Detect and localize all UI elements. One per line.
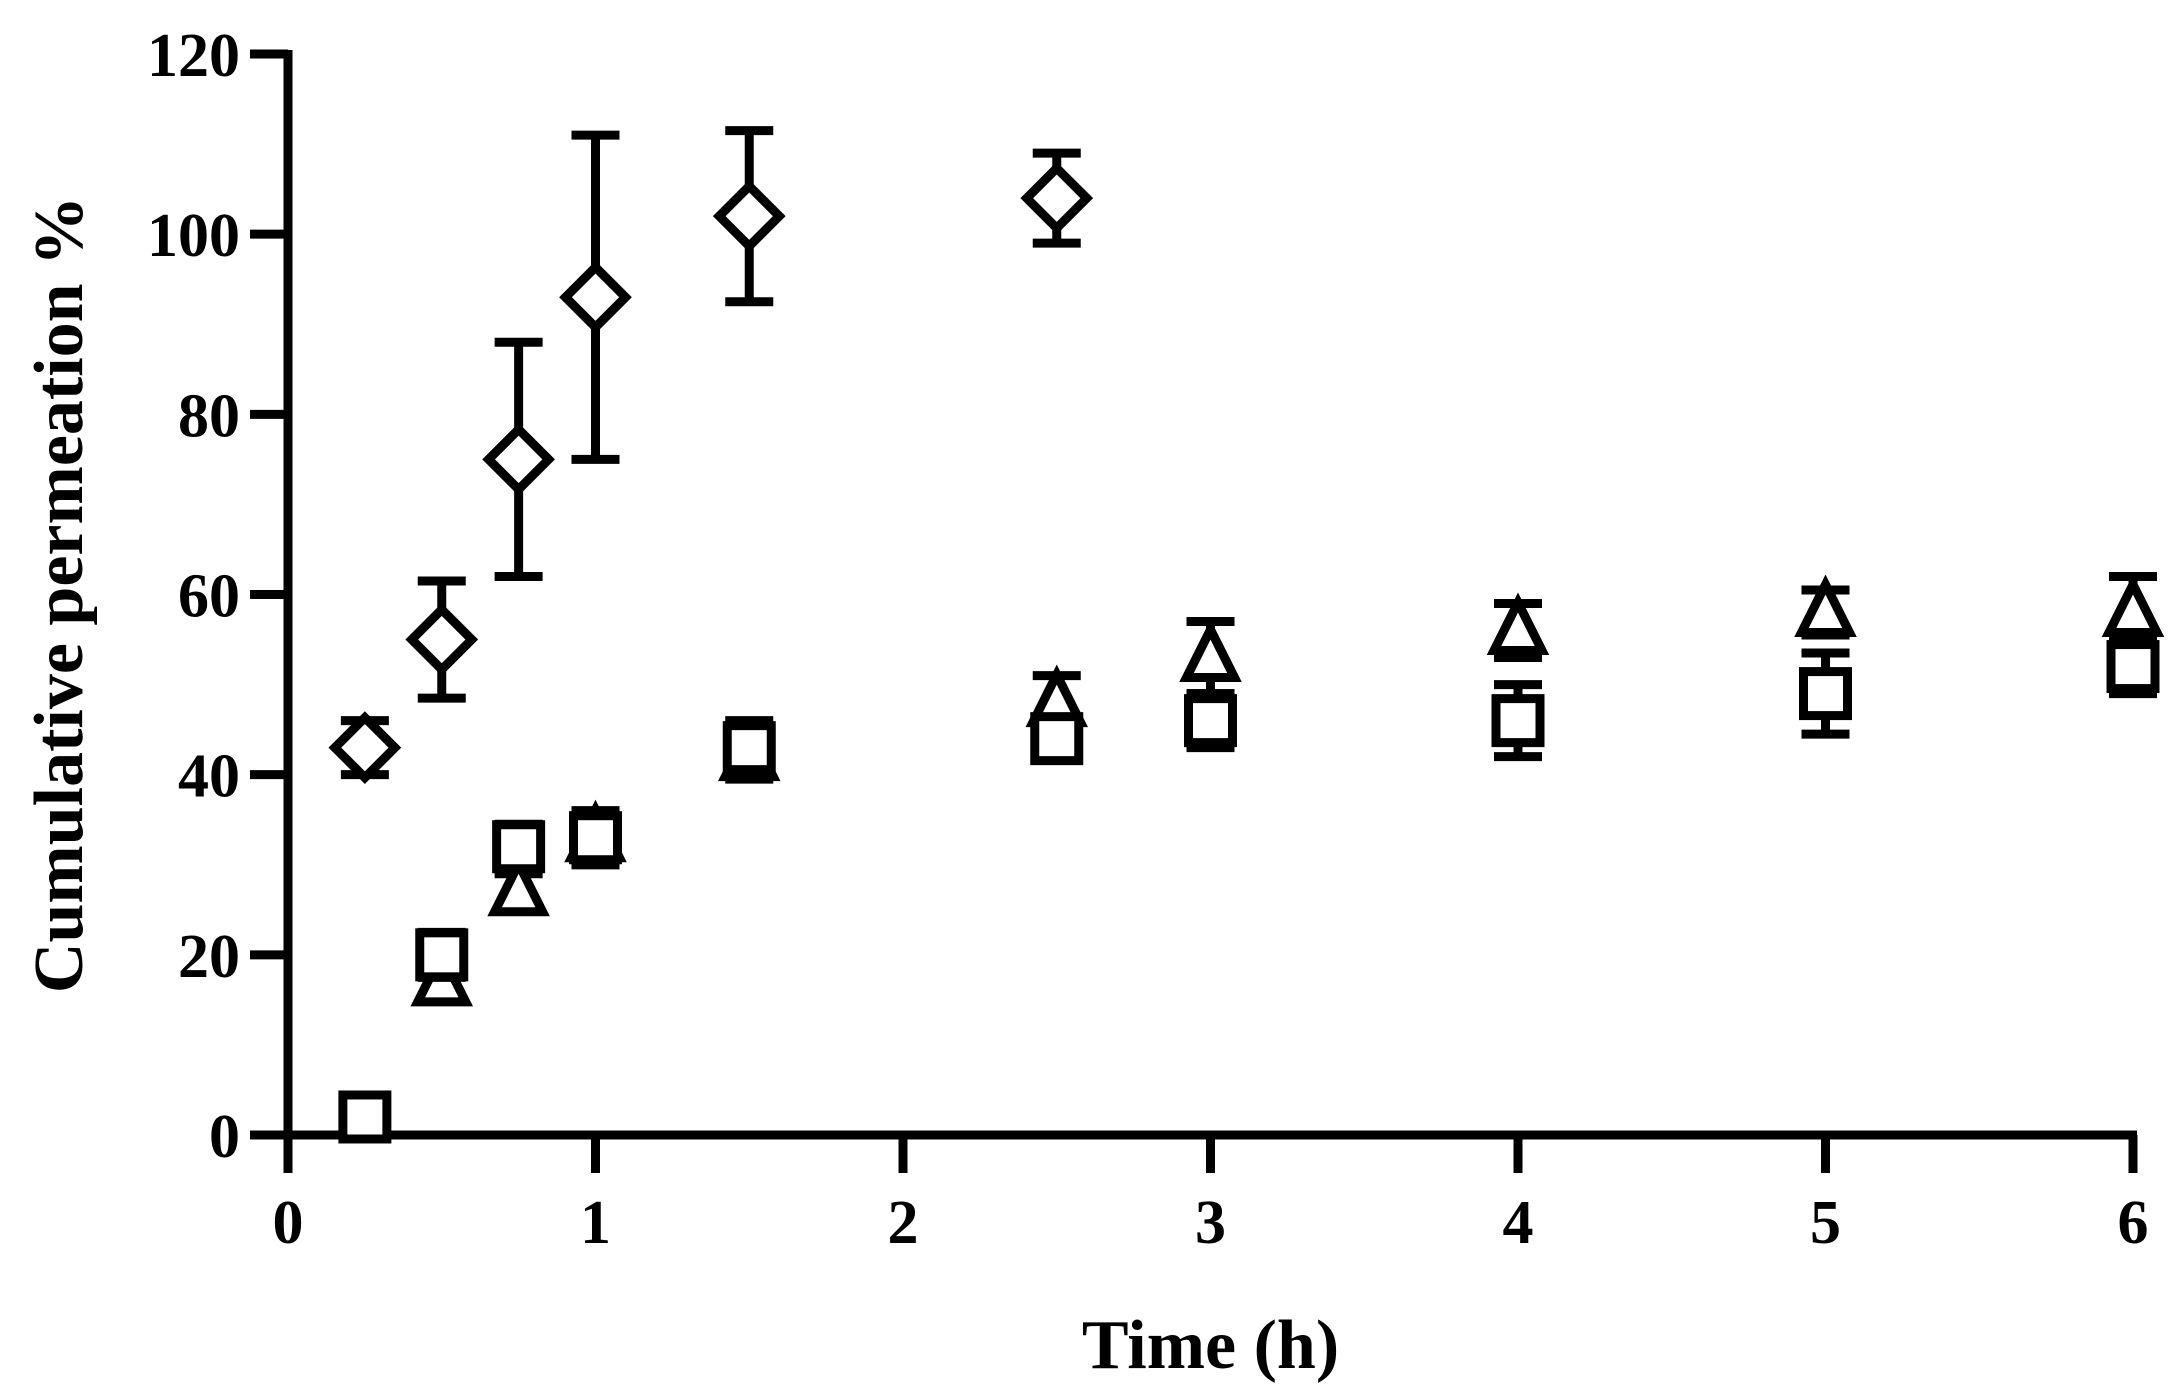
square-marker (415, 928, 469, 982)
data-point (1794, 574, 1857, 640)
square-marker (1491, 694, 1545, 748)
data-point (492, 819, 546, 874)
y-tick-label: 80 (178, 382, 240, 450)
square-marker (2106, 640, 2160, 694)
y-tick-label: 40 (178, 743, 240, 811)
x-tick-label: 6 (2118, 1189, 2149, 1257)
data-point (712, 126, 786, 307)
square-marker (1030, 712, 1084, 766)
triangle-marker (1794, 574, 1857, 638)
square-marker (1799, 667, 1852, 721)
x-tick-label: 1 (580, 1189, 611, 1257)
diamond-marker (328, 711, 402, 785)
data-point (722, 716, 776, 780)
data-point (338, 1090, 392, 1144)
diamond-marker (559, 260, 632, 334)
data-point (1020, 148, 1094, 248)
series-triangle (410, 571, 2165, 1007)
y-tick-label: 60 (178, 563, 240, 631)
triangle-marker (2101, 574, 2165, 638)
y-tick-label: 100 (147, 202, 240, 270)
series-square (338, 635, 2160, 1144)
data-point (559, 130, 632, 464)
data-point (405, 576, 479, 703)
diamond-marker (405, 603, 479, 676)
data-point (1486, 592, 1550, 663)
x-tick-label: 0 (273, 1189, 304, 1257)
x-axis-title: Time (h) (1082, 1307, 1339, 1384)
triangle-marker (487, 853, 550, 917)
data-point (1799, 648, 1852, 739)
diamond-marker (482, 423, 555, 496)
triangle-marker (1179, 619, 1242, 683)
x-tick-label: 4 (1503, 1189, 1534, 1257)
y-tick-label: 120 (147, 22, 240, 90)
data-point (415, 927, 469, 982)
data-point (1179, 617, 1242, 699)
data-point (2106, 635, 2160, 699)
data-marks (328, 126, 2165, 1144)
data-point (1030, 712, 1084, 766)
diamond-marker (712, 179, 786, 253)
data-point (482, 337, 555, 581)
data-point (328, 711, 402, 785)
square-marker (492, 820, 546, 874)
data-point (1184, 689, 1237, 753)
y-tick-label: 0 (209, 1103, 240, 1171)
series-diamond (328, 126, 1094, 785)
y-axis-title: Cumulative permeation % (21, 196, 98, 993)
square-marker (338, 1090, 392, 1144)
diamond-marker (1020, 161, 1094, 235)
data-point (1491, 680, 1545, 762)
data-point (487, 853, 550, 917)
x-tick-label: 2 (888, 1189, 919, 1257)
triangle-marker (1486, 592, 1550, 656)
x-tick-label: 3 (1195, 1189, 1226, 1257)
square-marker (569, 811, 622, 865)
x-tick-label: 5 (1810, 1189, 1841, 1257)
y-tick-label: 20 (178, 923, 240, 991)
square-marker (1184, 694, 1237, 748)
data-point (569, 806, 622, 870)
axes: 0 20 40 60 80 100 120 0 1 2 3 4 5 6 (147, 22, 2149, 1257)
square-marker (722, 721, 776, 775)
